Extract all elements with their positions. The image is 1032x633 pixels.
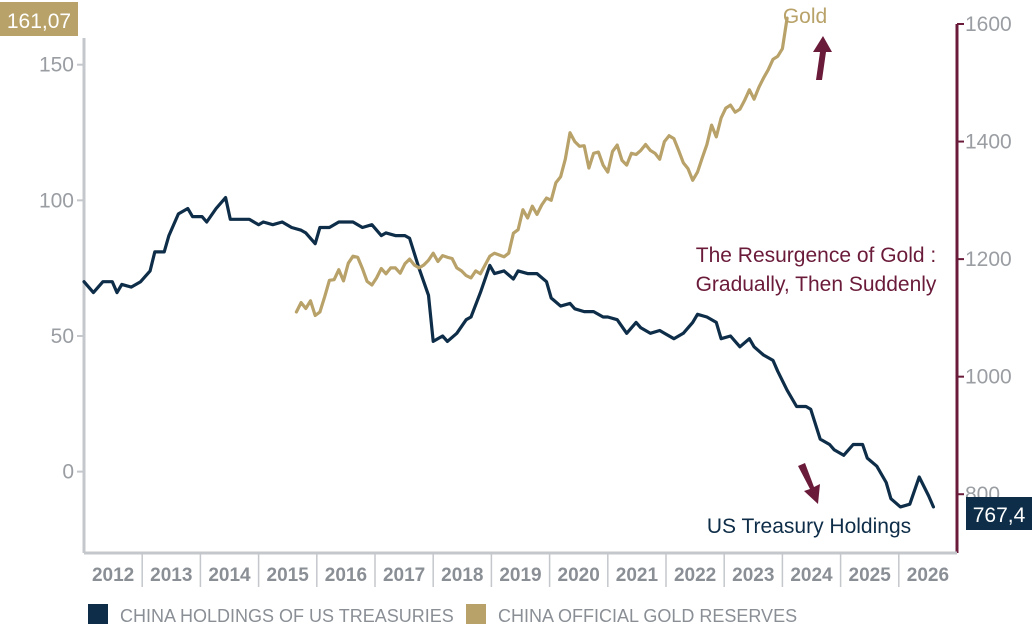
year-label: 2017 bbox=[383, 565, 425, 586]
arrow-up-shape bbox=[813, 36, 832, 80]
legend-label-treasuries: CHINA HOLDINGS OF US TREASURIES bbox=[120, 606, 454, 626]
year-label: 2024 bbox=[790, 565, 833, 586]
gold-reserves-line bbox=[294, 16, 789, 318]
annotation-line-1: The Resurgence of Gold : bbox=[696, 244, 936, 267]
treasury-down-arrow bbox=[798, 463, 820, 504]
right-tick-label: 1200 bbox=[965, 248, 1012, 271]
left-tick-label: 50 bbox=[51, 325, 74, 348]
year-label: 2022 bbox=[674, 565, 716, 586]
arrow-down-shape bbox=[798, 463, 820, 504]
year-label: 2016 bbox=[325, 565, 367, 586]
gold-end-label: 161,07 bbox=[7, 10, 71, 33]
series-lines bbox=[82, 16, 935, 509]
year-tick-labels: 2012 2013 2014 2015 2016 2017 2018 2019 2020 2021… bbox=[92, 553, 949, 587]
treasury-end-label: 767,4 bbox=[973, 504, 1026, 527]
year-label: 2025 bbox=[849, 565, 892, 586]
year-label: 2023 bbox=[732, 565, 774, 586]
treasury-end-label-box bbox=[966, 497, 1032, 530]
right-tick-label: 1000 bbox=[965, 366, 1012, 389]
gold-series-label: Gold bbox=[783, 5, 827, 28]
year-label: 2014 bbox=[208, 565, 251, 586]
right-tick-label: 1400 bbox=[965, 131, 1012, 154]
treasury-series-label: US Treasury Holdings bbox=[707, 515, 911, 538]
gold-up-arrow bbox=[813, 36, 832, 80]
year-label: 2021 bbox=[616, 565, 659, 586]
year-label: 2019 bbox=[499, 565, 541, 586]
year-label: 2018 bbox=[441, 565, 483, 586]
gold-end-label-box bbox=[0, 2, 78, 36]
left-tick-label: 0 bbox=[62, 461, 74, 484]
legend-swatch-treasuries bbox=[88, 604, 108, 624]
left-tick-labels: 0 50 100 150 bbox=[39, 54, 84, 484]
year-label: 2012 bbox=[92, 565, 134, 586]
annotation-line-2: Gradually, Then Suddenly bbox=[696, 273, 937, 296]
year-label: 2015 bbox=[267, 565, 310, 586]
year-label: 2013 bbox=[150, 565, 192, 586]
left-tick-label: 150 bbox=[39, 54, 74, 77]
treasury-holdings-line bbox=[82, 196, 935, 509]
legend-swatch-gold bbox=[466, 604, 486, 624]
year-label: 2020 bbox=[558, 565, 600, 586]
left-tick-label: 100 bbox=[39, 189, 74, 212]
right-tick-label: 1600 bbox=[965, 13, 1012, 36]
legend-label-gold: CHINA OFFICIAL GOLD RESERVES bbox=[498, 606, 797, 626]
year-label: 2026 bbox=[907, 565, 949, 586]
